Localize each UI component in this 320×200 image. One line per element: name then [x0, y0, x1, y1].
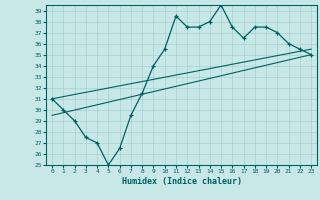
- X-axis label: Humidex (Indice chaleur): Humidex (Indice chaleur): [122, 177, 242, 186]
